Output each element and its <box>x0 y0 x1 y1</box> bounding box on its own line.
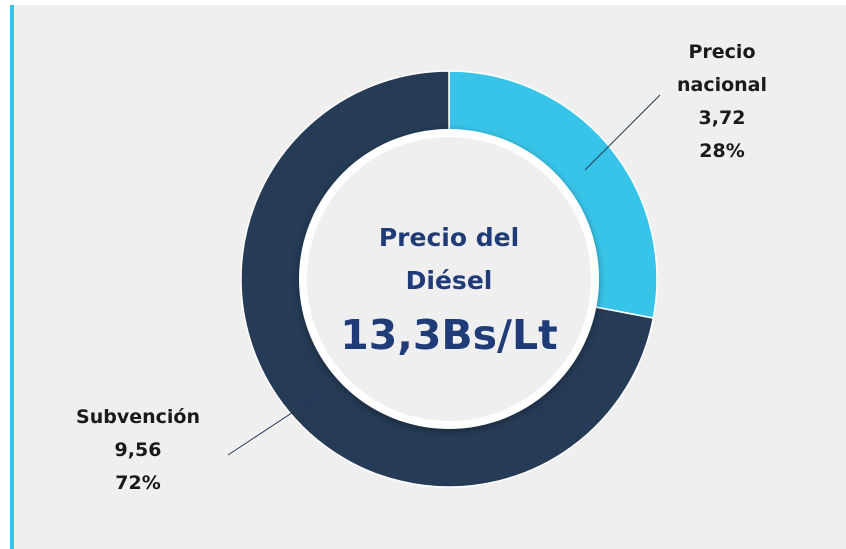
center-title: Precio del <box>379 223 519 252</box>
value-label: 9,56 <box>114 439 162 461</box>
value-label: 3,72 <box>698 107 746 129</box>
accent-stripe <box>10 5 14 549</box>
percentage-label: 28% <box>699 140 745 162</box>
inner-hole <box>307 137 591 421</box>
leader-line <box>584 94 661 171</box>
percentage-label: 72% <box>115 472 161 494</box>
leader-line <box>227 396 317 456</box>
slice-label: Subvención 9,56 72% <box>53 401 223 500</box>
slice-label: Precio nacional 3,72 28% <box>667 36 777 168</box>
center-title: Diésel <box>406 266 493 295</box>
category-label: Precio nacional <box>676 41 768 96</box>
center-value: 13,3Bs/Lt <box>340 311 558 359</box>
category-label: Subvención <box>76 406 200 428</box>
